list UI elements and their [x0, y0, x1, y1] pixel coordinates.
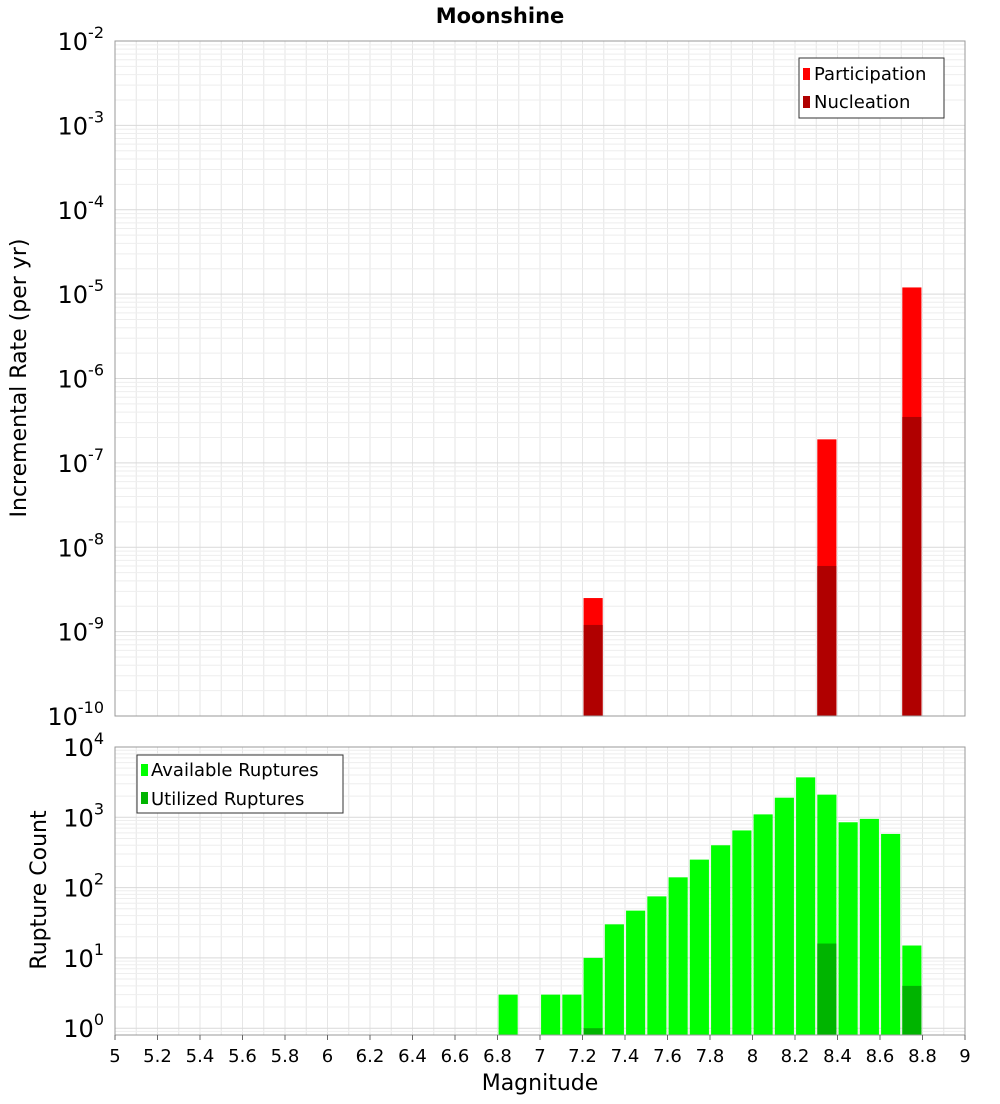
count-a-bar	[626, 910, 646, 1035]
count-a-bar	[668, 877, 688, 1035]
rate-b-bar	[902, 416, 922, 716]
y-tick-label: 103	[63, 799, 104, 832]
x-tick-label: 6.2	[356, 1046, 385, 1067]
nucleation-swatch	[803, 96, 810, 108]
rate-legend-box	[798, 57, 945, 119]
count-a-bar	[838, 822, 858, 1035]
rate-panel-frame	[114, 40, 966, 717]
y-tick-label: 100	[63, 1010, 104, 1043]
rate-panel-grid	[114, 41, 966, 717]
count-a-bar	[859, 818, 879, 1035]
count-b-bar	[817, 943, 837, 1035]
count-a-bar	[753, 814, 773, 1035]
y-tick-label: 101	[63, 940, 104, 973]
count-a-bar	[774, 797, 794, 1035]
x-tick-label: 6	[322, 1046, 333, 1067]
count-a-bar	[498, 994, 518, 1035]
x-tick-label: 5.2	[143, 1046, 172, 1067]
x-tick-label: 7	[534, 1046, 545, 1067]
x-tick-label: 7.8	[696, 1046, 725, 1067]
count-axis-ticks: 100 101 102 103 104	[63, 729, 104, 1043]
rate-axis-label: Incremental Rate (per yr)	[7, 239, 32, 518]
chart-title: Moonshine	[436, 4, 565, 28]
x-tick-label: 5.6	[228, 1046, 257, 1067]
count-panel-bars	[498, 777, 922, 1035]
utilized-legend-label: Utilized Ruptures	[151, 789, 304, 810]
x-tick-label: 9	[959, 1046, 970, 1067]
rate-b-bar	[817, 565, 837, 716]
count-a-bar	[732, 830, 752, 1035]
x-tick-label: 6.4	[398, 1046, 427, 1067]
x-tick-label: 5	[109, 1046, 120, 1067]
rate-legend: Participation Nucleation	[798, 57, 945, 119]
y-tick-label: 104	[63, 729, 104, 762]
count-a-bar	[604, 924, 624, 1035]
count-a-bar	[796, 777, 816, 1035]
x-tick-label: 8.2	[781, 1046, 810, 1067]
count-b-bar	[902, 985, 922, 1035]
y-tick-label: 10-4	[58, 192, 105, 225]
count-a-bar	[647, 896, 667, 1035]
rate-axis-ticks: 10-10 10-9 10-8 10-7 10-6 10-5 10-4 10-3 10-2	[47, 23, 104, 731]
x-tick-label: 5.4	[186, 1046, 215, 1067]
y-tick-label: 10-9	[58, 614, 105, 647]
count-a-bar	[541, 994, 561, 1035]
utilized-swatch	[141, 792, 148, 804]
count-legend-box	[136, 754, 344, 814]
count-a-bar	[562, 994, 582, 1035]
y-tick-label: 10-7	[58, 445, 105, 478]
x-tick-label: 8.4	[823, 1046, 852, 1067]
y-tick-label: 10-2	[58, 23, 105, 56]
nucleation-legend-label: Nucleation	[814, 92, 910, 113]
x-tick-label: 5.8	[271, 1046, 300, 1067]
x-tick-label: 8.6	[866, 1046, 895, 1067]
rate-b-bar	[583, 624, 603, 716]
x-tick-label: 7.4	[611, 1046, 640, 1067]
x-tick-label: 7.2	[568, 1046, 597, 1067]
y-tick-label: 10-5	[58, 276, 105, 309]
magnitude-axis-ticks: 5 5.2 5.4 5.6 5.8 6 6.2 6.4 6.6 6.8 7 7.2 7.4 7.6 7.8 8…	[109, 1035, 971, 1067]
available-swatch	[141, 764, 148, 776]
x-tick-label: 6.8	[483, 1046, 512, 1067]
count-axis-label: Rupture Count	[27, 810, 52, 970]
count-b-bar	[583, 1028, 603, 1035]
count-a-bar	[881, 833, 901, 1035]
count-a-bar	[583, 957, 603, 1035]
participation-swatch	[803, 68, 810, 80]
y-tick-label: 10-3	[58, 107, 105, 140]
y-tick-label: 10-8	[58, 529, 105, 562]
x-tick-label: 8	[747, 1046, 758, 1067]
x-tick-label: 7.6	[653, 1046, 682, 1067]
count-legend: Available Ruptures Utilized Ruptures	[136, 754, 344, 814]
x-tick-label: 8.8	[908, 1046, 937, 1067]
y-tick-label: 10-10	[47, 698, 104, 731]
y-tick-label: 102	[63, 870, 104, 903]
participation-legend-label: Participation	[814, 64, 926, 85]
count-a-bar	[711, 845, 731, 1035]
x-tick-label: 6.6	[441, 1046, 470, 1067]
count-a-bar	[689, 859, 709, 1035]
available-legend-label: Available Ruptures	[151, 760, 319, 781]
magnitude-axis-label: Magnitude	[482, 1071, 599, 1096]
rate-panel-bars	[583, 287, 922, 716]
y-tick-label: 10-6	[58, 361, 105, 394]
